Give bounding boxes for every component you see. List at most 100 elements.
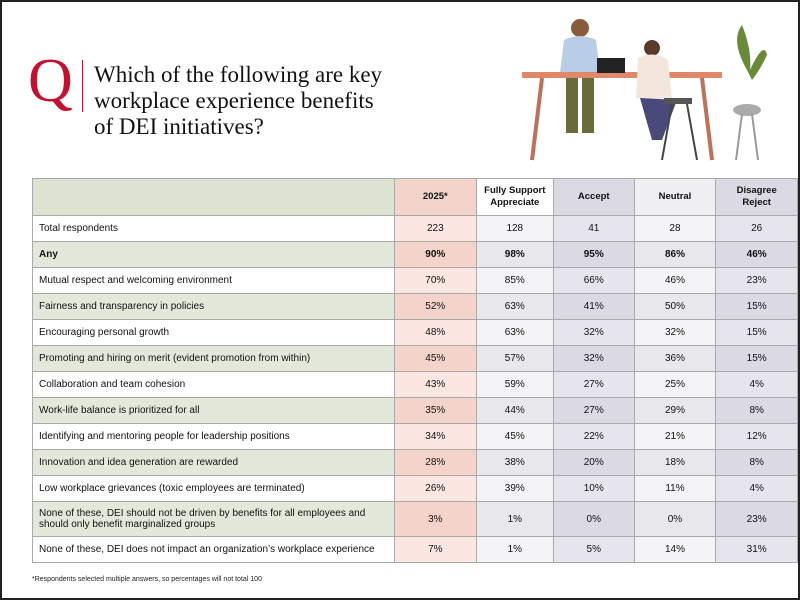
value-cell: 11% — [633, 475, 717, 502]
value-cell: 46% — [715, 241, 798, 268]
value-cell: 15% — [715, 345, 798, 372]
value-cell: 59% — [475, 371, 554, 398]
row-label: Collaboration and team cohesion — [32, 371, 395, 398]
value-cell: 43% — [393, 371, 477, 398]
value-cell: 8% — [715, 397, 798, 424]
footnote: *Respondents selected multiple answers, … — [32, 576, 262, 583]
value-cell: 128 — [475, 215, 554, 242]
value-cell: 12% — [715, 423, 798, 450]
table-row: None of these, DEI does not impact an or… — [32, 536, 798, 563]
row-label: Total respondents — [32, 215, 395, 242]
row-label: Promoting and hiring on merit (evident p… — [32, 345, 395, 372]
value-cell: 27% — [552, 371, 635, 398]
value-cell: 0% — [552, 501, 635, 537]
header-line: Fully Support — [484, 185, 546, 196]
value-cell: 14% — [633, 536, 717, 563]
value-cell: 4% — [715, 371, 798, 398]
value-cell: 15% — [715, 319, 798, 346]
row-label: Any — [32, 241, 395, 268]
value-cell: 48% — [393, 319, 477, 346]
value-cell: 28 — [633, 215, 717, 242]
row-label: Identifying and mentoring people for lea… — [32, 423, 395, 450]
header-row: 2025* Fully Support Appreciate Accept Neutra… — [32, 178, 798, 216]
value-cell: 18% — [633, 449, 717, 476]
value-cell: 23% — [715, 267, 798, 294]
value-cell: 25% — [633, 371, 717, 398]
value-cell: 32% — [552, 345, 635, 372]
table-row: Low workplace grievances (toxic employee… — [32, 475, 798, 502]
question: Which of the following are key workplace … — [94, 62, 382, 140]
value-cell: 0% — [633, 501, 717, 537]
header-line: Accept — [577, 191, 610, 202]
row-label: Work-life balance is prioritized for all — [32, 397, 395, 424]
row-label: Innovation and idea generation are rewar… — [32, 449, 395, 476]
header-line: Neutral — [658, 191, 692, 202]
value-cell: 1% — [475, 501, 554, 537]
header-cell: Neutral — [633, 178, 717, 216]
header-cell: Fully Support Appreciate — [475, 178, 554, 216]
row-label: Mutual respect and welcoming environment — [32, 267, 395, 294]
value-cell: 45% — [475, 423, 554, 450]
value-cell: 45% — [393, 345, 477, 372]
header-cell: Disagree Reject — [715, 178, 798, 216]
row-label: Encouraging personal growth — [32, 319, 395, 346]
value-cell: 23% — [715, 501, 798, 537]
value-cell: 86% — [633, 241, 717, 268]
value-cell: 57% — [475, 345, 554, 372]
value-cell: 34% — [393, 423, 477, 450]
header-line: Reject — [742, 197, 771, 208]
value-cell: 3% — [393, 501, 477, 537]
value-cell: 63% — [475, 293, 554, 320]
table-row: Innovation and idea generation are rewar… — [32, 449, 798, 476]
value-cell: 38% — [475, 449, 554, 476]
value-cell: 46% — [633, 267, 717, 294]
row-label: None of these, DEI should not be driven … — [32, 501, 395, 537]
value-cell: 44% — [475, 397, 554, 424]
table-row: Promoting and hiring on merit (evident p… — [32, 345, 798, 372]
value-cell: 66% — [552, 267, 635, 294]
value-cell: 26 — [715, 215, 798, 242]
question-line: of DEI initiatives? — [94, 114, 264, 139]
question-line: workplace experience benefits — [94, 88, 374, 113]
value-cell: 98% — [475, 241, 554, 268]
value-cell: 32% — [633, 319, 717, 346]
value-cell: 63% — [475, 319, 554, 346]
value-cell: 41 — [552, 215, 635, 242]
header-cell — [32, 178, 395, 216]
data-table: 2025* Fully Support Appreciate Accept Neutra… — [32, 178, 798, 563]
value-cell: 5% — [552, 536, 635, 563]
value-cell: 52% — [393, 293, 477, 320]
value-cell: 41% — [552, 293, 635, 320]
value-cell: 32% — [552, 319, 635, 346]
value-cell: 223 — [393, 215, 477, 242]
value-cell: 31% — [715, 536, 798, 563]
header-line: Disagree — [736, 185, 777, 196]
value-cell: 20% — [552, 449, 635, 476]
value-cell: 22% — [552, 423, 635, 450]
table-row: Fairness and transparency in policies 52%… — [32, 293, 798, 320]
value-cell: 26% — [393, 475, 477, 502]
header-cell: 2025* — [393, 178, 477, 216]
value-cell: 39% — [475, 475, 554, 502]
value-cell: 7% — [393, 536, 477, 563]
table-row: None of these, DEI should not be driven … — [32, 501, 798, 537]
value-cell: 1% — [475, 536, 554, 563]
value-cell: 36% — [633, 345, 717, 372]
row-label: Fairness and transparency in policies — [32, 293, 395, 320]
value-cell: 90% — [393, 241, 477, 268]
table-row: Work-life balance is prioritized for all… — [32, 397, 798, 424]
table-row: Identifying and mentoring people for lea… — [32, 423, 798, 450]
value-cell: 85% — [475, 267, 554, 294]
value-cell: 15% — [715, 293, 798, 320]
value-cell: 28% — [393, 449, 477, 476]
table-row: Collaboration and team cohesion 43% 59% 27%… — [32, 371, 798, 398]
value-cell: 29% — [633, 397, 717, 424]
row-label: None of these, DEI does not impact an or… — [32, 536, 395, 563]
table-row: Total respondents 223 128 41 28 26 — [32, 215, 798, 242]
header-line: Appreciate — [490, 197, 540, 208]
value-cell: 50% — [633, 293, 717, 320]
header-line: 2025* — [422, 191, 448, 202]
value-cell: 8% — [715, 449, 798, 476]
value-cell: 70% — [393, 267, 477, 294]
